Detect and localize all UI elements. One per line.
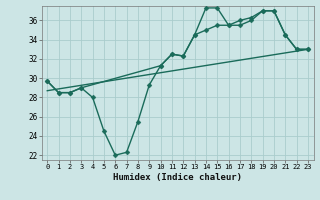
X-axis label: Humidex (Indice chaleur): Humidex (Indice chaleur) (113, 173, 242, 182)
